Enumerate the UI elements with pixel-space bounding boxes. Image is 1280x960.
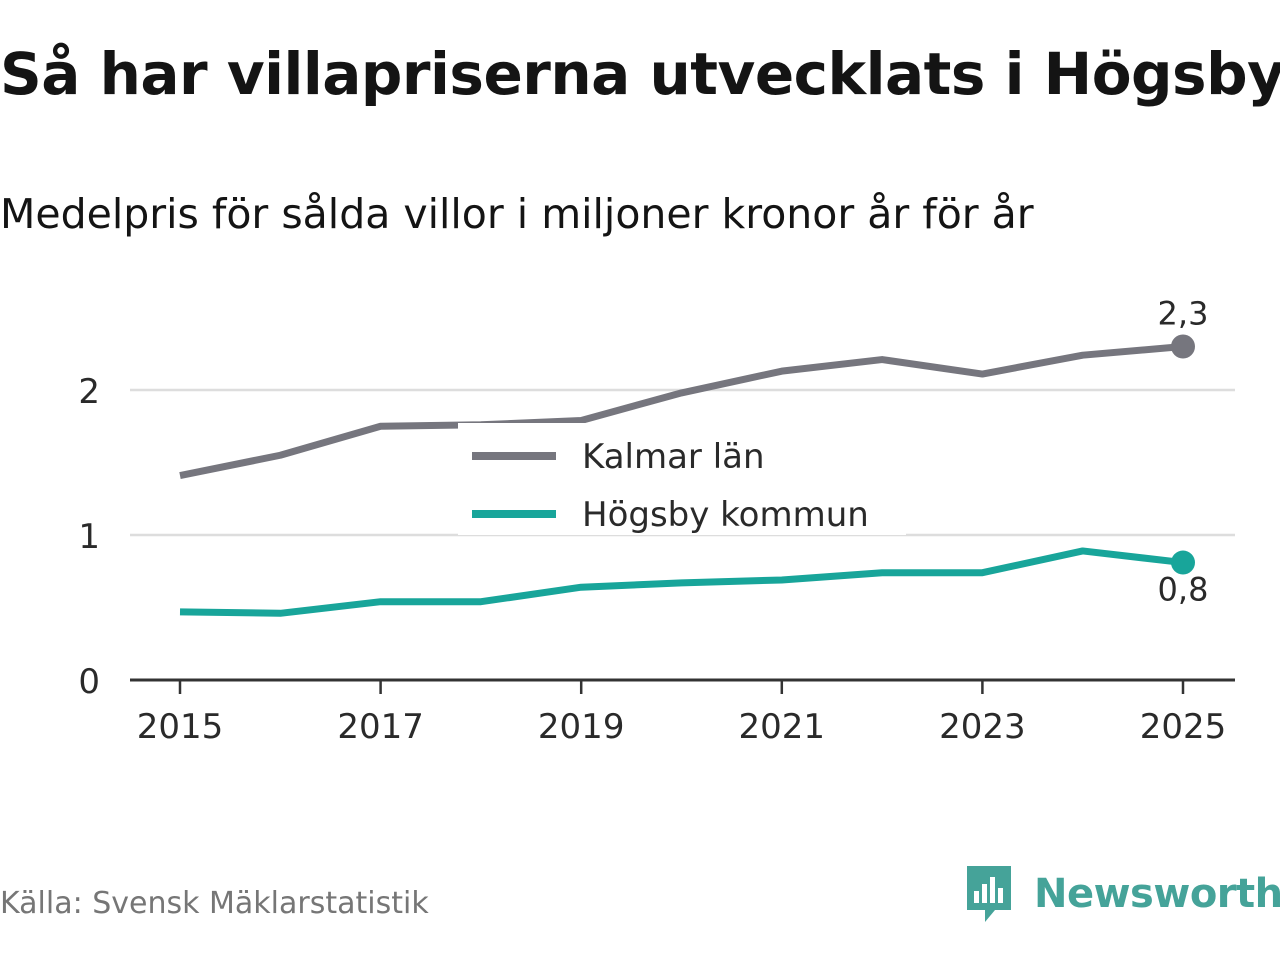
end-label-kalmar: 2,3 xyxy=(1158,295,1209,333)
y-tick-label: 0 xyxy=(78,662,100,702)
source-note: Källa: Svensk Mäklarstatistik xyxy=(0,886,429,921)
end-label-hogsby: 0,8 xyxy=(1158,571,1209,609)
newsworthy-logo-icon xyxy=(967,866,1011,922)
x-tick-label: 2023 xyxy=(939,707,1026,747)
brand-logo: Newsworthy xyxy=(964,864,1280,924)
end-point-hogsby xyxy=(1171,550,1195,575)
axes: 0 1 2 2015 2017 2019 2021 2023 2025 xyxy=(78,372,1235,747)
end-point-kalmar xyxy=(1171,334,1195,359)
data-labels: 2,3 0,8 xyxy=(1158,295,1209,609)
x-tick-label: 2015 xyxy=(137,707,224,747)
x-tick-label: 2021 xyxy=(739,707,826,747)
series-line-hogsby xyxy=(179,547,1184,617)
x-tick-label: 2017 xyxy=(337,707,424,747)
y-tick-label: 2 xyxy=(78,372,100,412)
chart-subtitle: Medelpris för sålda villor i miljoner kr… xyxy=(0,190,1034,238)
legend-label-kalmar: Kalmar län xyxy=(582,437,765,477)
brand-name: Newsworthy xyxy=(1034,871,1280,917)
legend-label-hogsby: Högsby kommun xyxy=(582,495,869,535)
y-tick-label: 1 xyxy=(78,517,100,557)
x-tick-label: 2019 xyxy=(538,707,625,747)
series-lines xyxy=(179,334,1195,617)
series-line-kalmar xyxy=(179,343,1184,479)
chart-title: Så har villapriserna utvecklats i Högsby xyxy=(0,40,1280,108)
legend: Kalmar län Högsby kommun xyxy=(458,423,906,535)
x-tick-label: 2025 xyxy=(1140,707,1227,747)
